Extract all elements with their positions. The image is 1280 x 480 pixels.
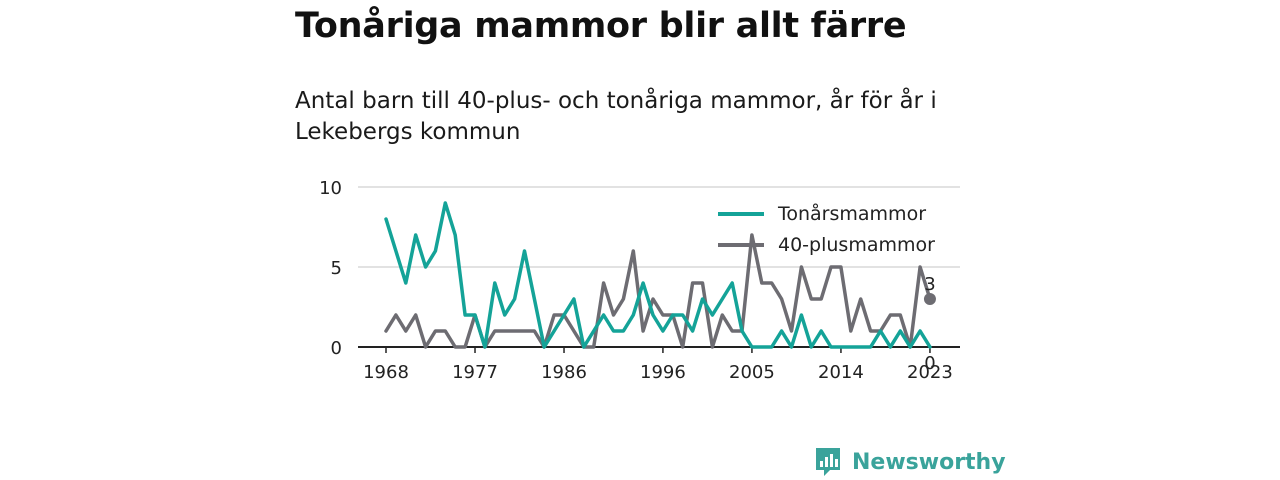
x-tick-label: 1986 (541, 362, 587, 383)
end-label-forty-plus: 3 (924, 274, 935, 295)
x-tick-label: 1968 (363, 362, 409, 383)
x-tick-label: 1996 (640, 362, 686, 383)
x-tick-label: 2023 (907, 362, 953, 383)
y-tick-label: 0 (331, 338, 342, 359)
x-tick-label: 2005 (729, 362, 775, 383)
chart-title: Tonåriga mammor blir allt färre (295, 6, 907, 46)
end-point-marker (923, 293, 936, 305)
y-tick-label: 5 (331, 258, 342, 279)
series-line-teen (384, 201, 932, 349)
legend-label: Tonårsmammor (777, 202, 926, 225)
brand-name: Newsworthy (852, 449, 1006, 475)
end-label-teen: 0 (924, 353, 935, 374)
brand-logo[interactable]: Newsworthy (814, 446, 1006, 478)
x-tick-label: 2014 (818, 362, 864, 383)
newsworthy-logo-icon (816, 448, 840, 476)
legend-label: 40-plusmammor (778, 234, 935, 256)
x-tick-label: 1977 (452, 362, 498, 383)
chart-subtitle: Antal barn till 40-plus- och tonåriga ma… (295, 88, 937, 145)
y-tick-label: 10 (319, 178, 342, 199)
